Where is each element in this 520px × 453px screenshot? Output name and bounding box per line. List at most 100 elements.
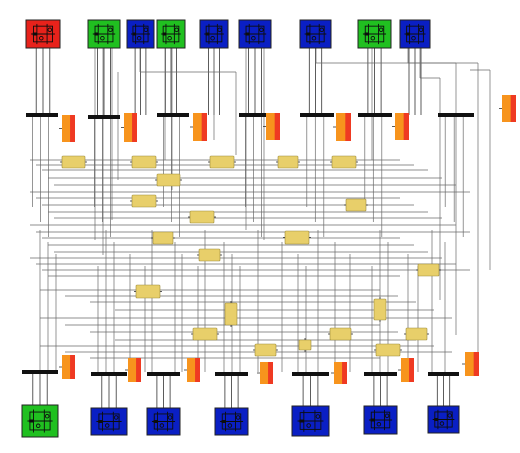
source-glyph-icon xyxy=(92,23,116,45)
gain-block-9-body xyxy=(189,210,215,224)
top-source-1[interactable] xyxy=(25,19,61,49)
bottom-source-4[interactable] xyxy=(214,407,249,436)
top-source-6[interactable] xyxy=(238,19,272,49)
gain-block-18[interactable] xyxy=(374,343,402,357)
bottom-source-6[interactable] xyxy=(363,405,398,435)
bus-selector-3[interactable] xyxy=(157,113,189,117)
bottom-source-2[interactable] xyxy=(90,407,128,436)
scope-3[interactable] xyxy=(190,113,207,141)
gain-block-19-body xyxy=(405,327,428,341)
glyph-dot xyxy=(235,415,241,420)
bus-selector-14[interactable] xyxy=(428,372,459,376)
bus-selector-1[interactable] xyxy=(26,113,58,117)
gain-block-3[interactable] xyxy=(208,155,236,169)
gain-block-19[interactable] xyxy=(404,327,429,341)
source-glyph-icon xyxy=(161,23,181,45)
gain-block-10[interactable] xyxy=(151,231,175,245)
bus-selector-11[interactable] xyxy=(215,372,248,376)
scope-6[interactable] xyxy=(392,113,409,140)
gain-block-4[interactable] xyxy=(276,155,300,169)
bus-selector-8[interactable] xyxy=(22,370,58,374)
gain-block-8[interactable] xyxy=(344,198,368,212)
gain-block-20[interactable] xyxy=(224,301,238,327)
top-source-3[interactable] xyxy=(126,19,155,49)
top-source-2[interactable] xyxy=(87,19,121,49)
gain-block-15[interactable] xyxy=(191,327,219,341)
glyph-dot xyxy=(259,27,264,33)
scope-7[interactable] xyxy=(499,95,516,122)
gain-block-21[interactable] xyxy=(373,297,387,322)
top-source-4[interactable] xyxy=(156,19,186,49)
scope-12[interactable] xyxy=(331,362,347,384)
scope-13[interactable] xyxy=(398,358,414,382)
bottom-source-1[interactable] xyxy=(21,404,59,438)
glyph-mark xyxy=(221,420,226,423)
glyph-dot xyxy=(306,423,311,428)
source-glyph-icon xyxy=(151,411,176,432)
top-source-9[interactable] xyxy=(399,19,431,49)
glyph-mark xyxy=(205,32,209,36)
gain-block-9[interactable] xyxy=(188,210,216,224)
bus-selector-7[interactable] xyxy=(438,113,474,117)
gain-block-7[interactable] xyxy=(130,194,158,208)
top-source-8[interactable] xyxy=(357,19,392,49)
scope-2[interactable] xyxy=(121,113,137,142)
bus-selector-9[interactable] xyxy=(91,372,127,376)
glyph-mark xyxy=(370,418,375,422)
gain-block-22[interactable] xyxy=(298,338,312,352)
glyph-dot xyxy=(315,414,321,419)
glyph-dot xyxy=(251,35,256,41)
gain-block-2[interactable] xyxy=(130,155,158,169)
gain-block-12-body xyxy=(198,248,221,262)
gain-block-6-body xyxy=(156,173,181,187)
glyph-dot xyxy=(39,35,44,41)
bottom-source-7[interactable] xyxy=(427,405,460,434)
glyph-dot xyxy=(411,35,416,41)
scope-14[interactable] xyxy=(462,352,479,376)
bottom-source-5[interactable] xyxy=(291,405,330,437)
gain-block-1-body xyxy=(61,155,86,169)
bus-selector-6[interactable] xyxy=(358,113,392,117)
source-glyph-icon xyxy=(243,23,267,45)
gain-block-1[interactable] xyxy=(60,155,87,169)
scope-4[interactable] xyxy=(263,113,280,140)
scope-5[interactable] xyxy=(333,113,351,141)
gain-block-16[interactable] xyxy=(253,343,278,357)
source-glyph-icon xyxy=(304,23,327,45)
bus-selector-12[interactable] xyxy=(292,372,329,376)
gain-block-12[interactable] xyxy=(197,248,222,262)
source-glyph-icon xyxy=(362,23,387,45)
scope-5-band xyxy=(345,113,351,141)
gain-block-20-body xyxy=(224,302,238,326)
gain-block-14[interactable] xyxy=(134,284,162,299)
top-source-7[interactable] xyxy=(299,19,332,49)
scope-9[interactable] xyxy=(125,358,141,382)
top-source-5[interactable] xyxy=(199,19,229,49)
gain-block-13[interactable] xyxy=(416,263,441,277)
scope-11[interactable] xyxy=(257,362,273,384)
source-glyph-icon xyxy=(96,411,122,432)
bus-selector-4[interactable] xyxy=(239,113,271,117)
scope-1[interactable] xyxy=(59,115,75,142)
glyph-dot xyxy=(108,27,113,33)
gain-block-6[interactable] xyxy=(155,173,182,187)
source-glyph-icon xyxy=(31,23,55,45)
scope-1-band xyxy=(70,115,75,142)
bottom-source-3[interactable] xyxy=(146,407,181,436)
scope-8[interactable] xyxy=(59,355,75,379)
glyph-mark xyxy=(306,32,310,36)
gain-block-11[interactable] xyxy=(283,230,311,245)
gain-block-5[interactable] xyxy=(330,155,358,169)
bus-selector-10[interactable] xyxy=(147,372,180,376)
gain-block-17[interactable] xyxy=(328,327,353,341)
scope-10[interactable] xyxy=(184,358,200,382)
bus-selector-13[interactable] xyxy=(364,372,397,376)
bus-selector-2[interactable] xyxy=(88,115,120,119)
glyph-dot xyxy=(100,35,105,41)
glyph-dot xyxy=(384,413,390,419)
glyph-dot xyxy=(319,27,324,33)
gain-block-10-body xyxy=(152,231,174,245)
bus-selector-5[interactable] xyxy=(300,113,334,117)
source-glyph-icon xyxy=(368,409,393,431)
